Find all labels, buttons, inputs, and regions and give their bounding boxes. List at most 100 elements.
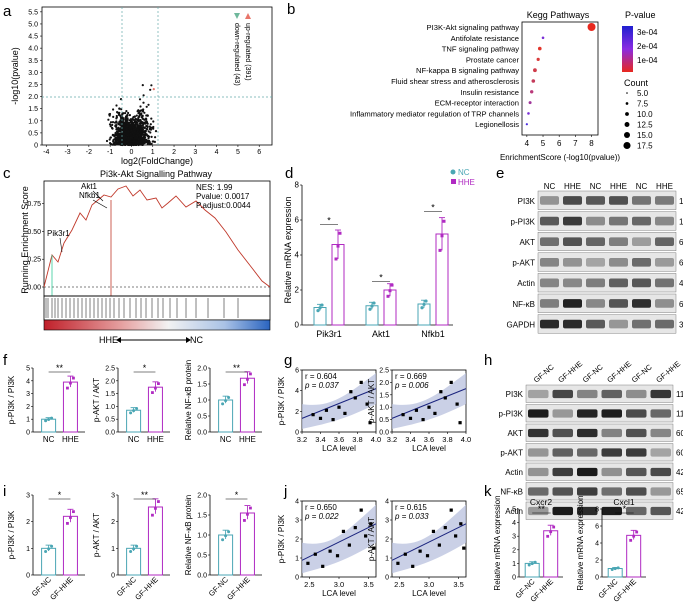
y-tick-label: 0: [111, 573, 115, 580]
data-point: [372, 546, 376, 550]
volcano-point: [146, 114, 149, 117]
volcano-point: [146, 125, 149, 129]
volcano-point: [152, 120, 155, 123]
panel-label-g: g: [284, 352, 292, 369]
kegg-frame: [521, 21, 599, 136]
x-tick-label: -1: [107, 149, 113, 156]
y-label: p-AKT / AKT: [92, 513, 101, 557]
blot-band: [650, 467, 671, 477]
blot-band: [609, 196, 628, 205]
blot-kda-label: 36kDa: [679, 320, 683, 329]
blot-kda-label: 60kDa: [676, 449, 683, 458]
blot-band: [609, 299, 628, 308]
data-point: [129, 550, 133, 554]
bar: [41, 547, 57, 576]
blot-band: [540, 299, 559, 308]
data-point: [157, 382, 160, 386]
sig-star: *: [379, 272, 383, 282]
volcano-point: [110, 126, 114, 129]
y-tick-label: 0.00: [27, 285, 41, 292]
volcano-point: [122, 112, 125, 115]
kegg-pathway-label: ECM-receptor interaction: [435, 99, 519, 108]
volcano-point: [118, 107, 121, 110]
blot-kda-label: 60kDa: [679, 238, 683, 247]
pvalue-tick-label: 2e-04: [637, 42, 658, 51]
data-point: [157, 500, 160, 503]
blot-band: [601, 409, 622, 418]
blot-band: [586, 319, 605, 329]
blot-strip: [537, 252, 677, 272]
qpcr-point: [316, 309, 320, 313]
kegg-pathway-label: Prostate cancer: [466, 55, 520, 64]
blot-band: [540, 257, 559, 267]
data-point: [411, 564, 415, 568]
y-tick-label: 2.0: [28, 94, 38, 101]
volcano-point: [126, 121, 129, 124]
data-point: [616, 566, 620, 570]
confidence-band: [392, 504, 466, 574]
blot-band: [601, 428, 622, 438]
qpcr-point: [442, 219, 446, 223]
volcano-point: [145, 133, 148, 136]
volcano-point: [136, 141, 139, 144]
data-point: [44, 550, 48, 554]
blot-row-label: p-PI3K: [511, 217, 536, 226]
blot-band: [552, 448, 573, 457]
data-point: [353, 396, 357, 400]
pvalue-colorbar: [622, 26, 633, 72]
volcano-point: [124, 130, 127, 133]
volcano-point: [125, 118, 128, 121]
data-point: [359, 508, 363, 512]
volcano-point: [119, 127, 122, 130]
blot-band: [540, 319, 559, 329]
qpcr-ylabel: Relative mRNA expression: [283, 196, 293, 303]
y-tick-label: 0.5: [197, 414, 207, 421]
kegg-pathway-label: Insulin resistance: [460, 88, 519, 97]
volcano-point: [125, 110, 128, 113]
volcano-point: [135, 114, 138, 117]
volcano-point: [152, 125, 155, 129]
x-tick-label: 3.0: [424, 580, 434, 589]
volcano-point: [137, 124, 140, 127]
volcano-point: [147, 103, 150, 106]
blot-band: [586, 278, 605, 288]
panel-label-d: d: [285, 165, 293, 182]
y-tick-label: 0.0: [379, 430, 389, 437]
sig-star: **: [538, 504, 546, 514]
volcano-point: [114, 124, 117, 127]
blot-band: [650, 389, 671, 399]
x-tick-label: 3.2: [387, 435, 397, 444]
group-label: NC: [220, 435, 232, 444]
volcano-point: [142, 130, 146, 133]
blot-band: [655, 216, 674, 226]
blot-strip: [525, 482, 674, 501]
data-point: [418, 549, 422, 553]
x-tick-label: 3.8: [352, 435, 362, 444]
x-tick-label: 3.4: [315, 435, 325, 444]
y-tick-label: 4: [295, 251, 300, 260]
data-point: [50, 544, 54, 548]
volcano-point: [141, 114, 144, 117]
volcano-point: [127, 139, 130, 142]
volcano-point: [136, 132, 140, 135]
legend-down: down-regulated (43): [233, 23, 240, 86]
volcano-point: [138, 140, 141, 143]
volcano-point: [141, 133, 144, 136]
qpcr-point: [422, 302, 426, 307]
data-point: [365, 402, 369, 406]
blot-row-label: p-AKT: [500, 449, 523, 458]
volcano-point: [115, 121, 118, 124]
lane-label: NC: [544, 182, 556, 191]
bar: [218, 399, 234, 433]
qpcr-point: [334, 257, 338, 261]
corr-r: r = 0.650: [305, 503, 337, 512]
data-point: [328, 549, 332, 553]
volcano-point: [138, 119, 141, 122]
volcano-xlabel: log2(FoldChange): [121, 156, 193, 166]
qpcr-point: [338, 231, 342, 235]
blot-band: [586, 257, 605, 267]
